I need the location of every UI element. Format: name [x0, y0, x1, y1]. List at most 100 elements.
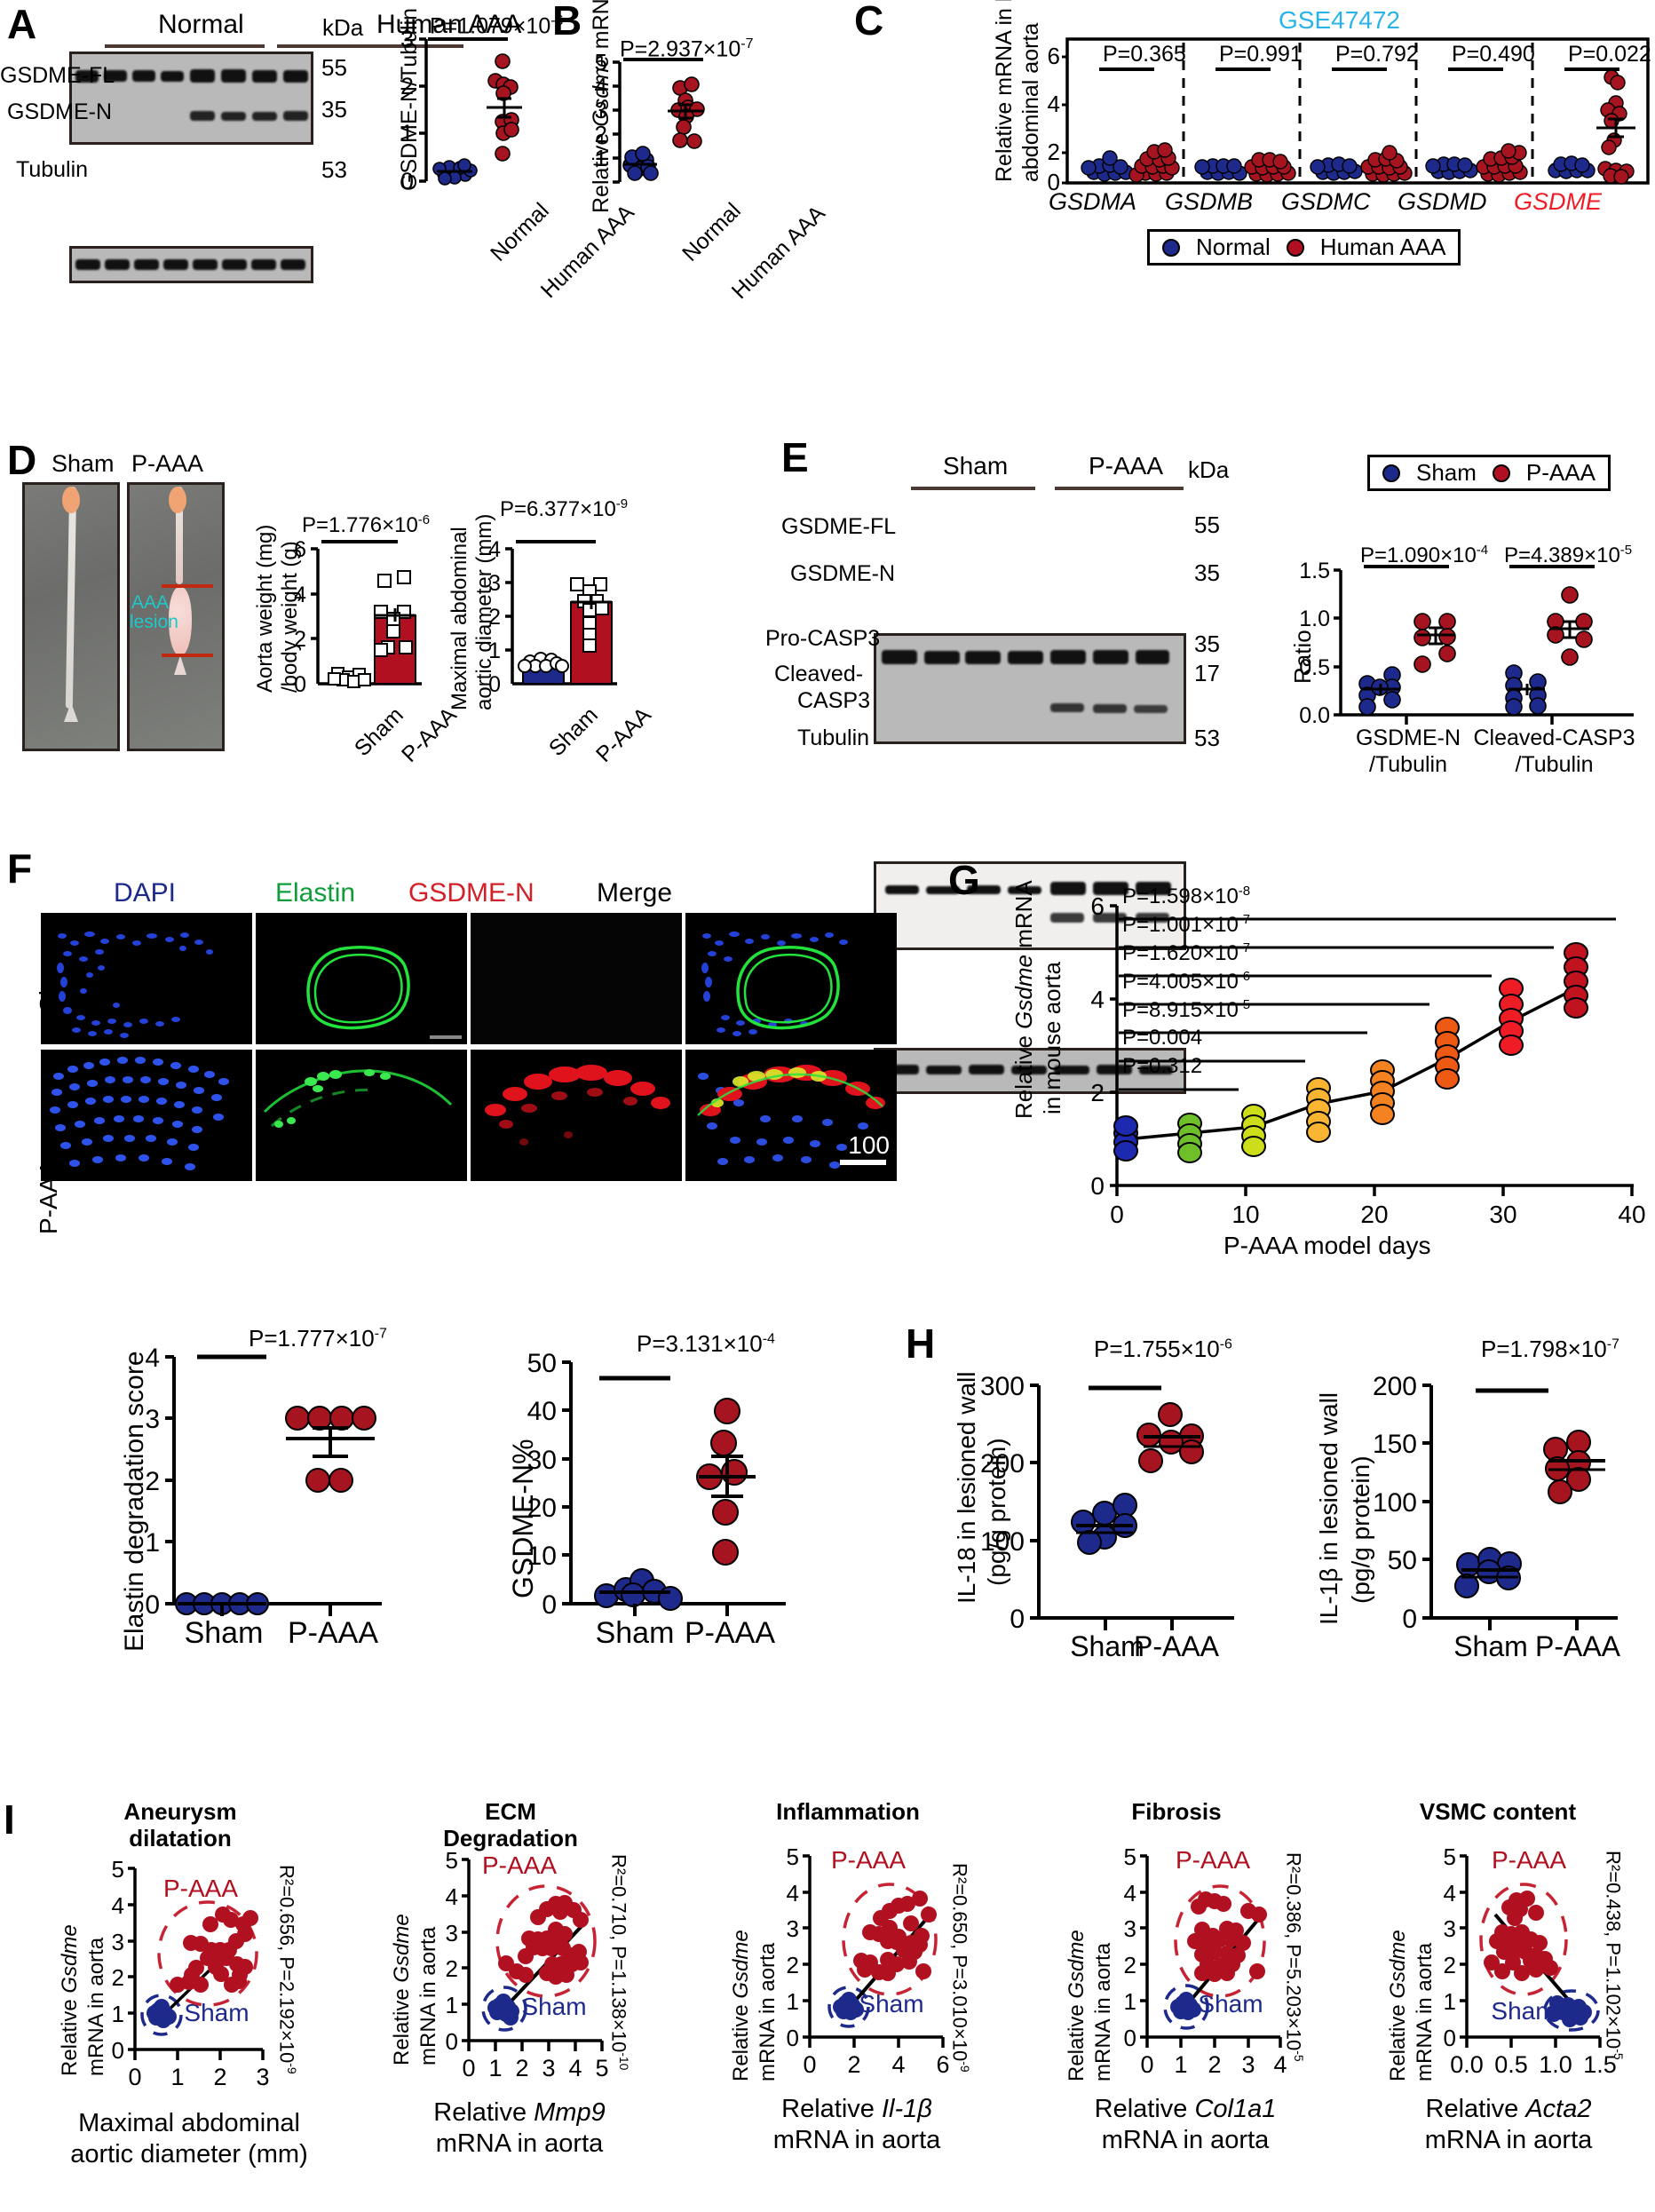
panel-a-group-right-bar: [277, 44, 463, 48]
panel-i-chart-3-xlabel-line1: Relative Col1a1: [1094, 2095, 1277, 2123]
panel-d-img-label-1: P-AAA: [131, 450, 204, 477]
legend-dot-paaa: [1492, 464, 1510, 482]
panel-d-aorta-image-sham: [22, 482, 120, 751]
panel-i-chart-4-xlabel-line2: mRNA in aorta: [1424, 2126, 1593, 2154]
panel-e-row-label-3: Cleaved-: [774, 662, 864, 686]
panel-d-chart2: Maximal abdominal aortic diameter (mm) P…: [431, 471, 656, 767]
panel-g-pvalue-5: P=0.004: [1122, 1026, 1203, 1050]
svg-text:1: 1: [595, 145, 607, 171]
panel-e-pvalue-0: P=1.090×10-4: [1360, 543, 1489, 567]
panel-i-chart-0-title-line2: dilatation: [129, 1825, 232, 1851]
panel-g-pvalue-6: P=0.312: [1122, 1054, 1203, 1078]
svg-text:1: 1: [170, 2064, 184, 2090]
panel-e-row-label-2: Pro-CASP3: [765, 626, 881, 651]
svg-text:1: 1: [787, 1988, 799, 2015]
panel-f-col-header-0: DAPI: [114, 878, 177, 908]
panel-f2-chart1-xcat-0: Sham: [184, 1616, 264, 1650]
svg-text:4: 4: [112, 1892, 124, 1919]
svg-text:3: 3: [400, 26, 414, 52]
panel-d-chart2-pvalue: P=6.377×10-9: [500, 496, 629, 521]
panel-e-group-right-bar: [1055, 487, 1184, 490]
panel-label-e: E: [781, 434, 809, 480]
panel-e-mw-2: 35: [1194, 630, 1220, 657]
panel-e-legend-0: Sham: [1416, 459, 1477, 486]
panel-label-a: A: [7, 1, 37, 47]
panel-i-chart-0: Aneurysm dilatation Relative Gsdme mRNA …: [43, 1799, 336, 2208]
panel-e-mw-1: 35: [1194, 559, 1220, 586]
panel-b2-chart: Relative Gsdme mRNA P=2.937×10-7 5 4 3 2…: [568, 0, 830, 304]
svg-text:3: 3: [488, 571, 501, 596]
svg-text:1: 1: [145, 1528, 160, 1558]
svg-text:P-AAA: P-AAA: [1492, 1846, 1566, 1874]
svg-text:5: 5: [1124, 1843, 1136, 1870]
svg-text:0: 0: [1010, 1605, 1025, 1634]
panel-g-xlabel: P-AAA model days: [1223, 1232, 1431, 1259]
svg-text:30: 30: [1489, 1201, 1516, 1228]
panel-a-kda-header: kDa: [322, 14, 364, 41]
panel-e-mw-0: 55: [1194, 511, 1220, 538]
svg-text:4: 4: [595, 73, 607, 99]
panel-e-xcat-1-line1: Cleaved-CASP3: [1473, 725, 1635, 750]
panel-g-svg: 6 4 2 0 0 10 20 30 40: [1090, 892, 1645, 1228]
panel-label-b: B: [552, 0, 582, 44]
panel-h-chart2: IL-1β in lesioned wall (pg/g protein) P=…: [1307, 1323, 1655, 1696]
panel-c-dataset-label: GSE47472: [1279, 6, 1400, 34]
svg-text:1.0: 1.0: [1299, 607, 1330, 631]
svg-text:0: 0: [294, 672, 306, 697]
panel-f2-chart1-pvalue: P=1.777×10-7: [249, 1325, 387, 1352]
panel-c-legend-1: Human AAA: [1319, 234, 1446, 260]
svg-text:5: 5: [1444, 1843, 1456, 1870]
svg-text:5: 5: [446, 1847, 458, 1874]
svg-text:3: 3: [542, 2055, 555, 2081]
svg-text:100: 100: [1373, 1488, 1417, 1518]
panel-b2-pvalue: P=2.937×10-7: [620, 36, 754, 62]
panel-b1-svg: 3 2 1 0: [400, 26, 522, 194]
panel-b1-chart: GSDME-N/Tubulin P=1.079×10-6 3 2 1: [373, 8, 639, 303]
panel-h-chart2-svg: 200 150 100 50 0: [1373, 1372, 1618, 1634]
panel-c-svg: 6 4 2 0: [1048, 37, 1650, 195]
svg-text:Sham: Sham: [521, 1993, 586, 2020]
panel-label-g: G: [948, 857, 980, 903]
svg-text:2: 2: [112, 1964, 124, 1991]
svg-text:1: 1: [112, 2001, 124, 2027]
panel-f-img-paaa-elastin: [256, 1050, 467, 1181]
panel-i-chart-1-title-line2: Degradation: [443, 1825, 578, 1851]
svg-text:2: 2: [400, 73, 414, 99]
panel-e-xcat-1-line2: /Tubulin: [1515, 752, 1594, 777]
panel-c-pvalue-4: P=0.022: [1568, 42, 1651, 67]
panel-i-chart-2: Inflammation Relative Gsdme mRNA in aort…: [710, 1799, 1003, 2208]
svg-text:5: 5: [595, 2055, 608, 2081]
panel-e-ratio-svg: 1.5 1.0 0.5 0.0: [1299, 559, 1634, 728]
panel-c-gene-3: GSDMD: [1398, 188, 1487, 215]
panel-c-gene-2: GSDMC: [1281, 188, 1371, 215]
panel-e-row-label-4: CASP3: [797, 688, 870, 713]
svg-text:1: 1: [446, 1992, 458, 2018]
svg-text:0.5: 0.5: [1494, 2051, 1528, 2078]
panel-a-row-label-2: Tubulin: [16, 157, 89, 182]
svg-text:50: 50: [1388, 1546, 1417, 1575]
panel-g-pvalue-2: P=1.620×10-7: [1122, 940, 1251, 965]
panel-i-chart-4-svg: 5 4 3 2 1 0 0.0 0.5 1.0 1.5 P-AAA Sham: [1444, 1843, 1617, 2078]
panel-d-chart1-svg: 6 4 2 0: [294, 537, 422, 697]
panel-f-img-sham-dapi: [41, 913, 252, 1044]
panel-i-chart-2-xlabel-line1: Relative Il-1β: [781, 2095, 932, 2123]
svg-text:20: 20: [1360, 1201, 1388, 1228]
svg-text:4: 4: [294, 583, 306, 607]
svg-text:Sham: Sham: [859, 1990, 923, 2018]
svg-text:5: 5: [112, 1856, 124, 1883]
svg-text:40: 40: [527, 1397, 557, 1426]
panel-a-mw-1: 35: [321, 96, 347, 123]
svg-text:2: 2: [1048, 139, 1060, 165]
svg-text:3: 3: [595, 97, 607, 123]
svg-text:4: 4: [1090, 986, 1105, 1013]
panel-f2-chart1-xcat-1: P-AAA: [287, 1616, 379, 1650]
panel-c-gene-0: GSDMA: [1049, 188, 1137, 215]
panel-i-chart-0-xlabel-line2: aortic diameter (mm): [70, 2140, 308, 2168]
panel-f-img-paaa-gsdmen: [471, 1050, 682, 1181]
panel-f-img-paaa-merge: 100: [685, 1050, 897, 1181]
panel-e-group-left-bar: [911, 487, 1035, 490]
svg-text:6: 6: [294, 537, 306, 562]
svg-text:0: 0: [803, 2051, 816, 2078]
panel-f2-chart1-svg: 4 3 2 1 0: [145, 1344, 382, 1620]
panel-i-chart-4-xlabel-line1: Relative Acta2: [1425, 2095, 1592, 2123]
